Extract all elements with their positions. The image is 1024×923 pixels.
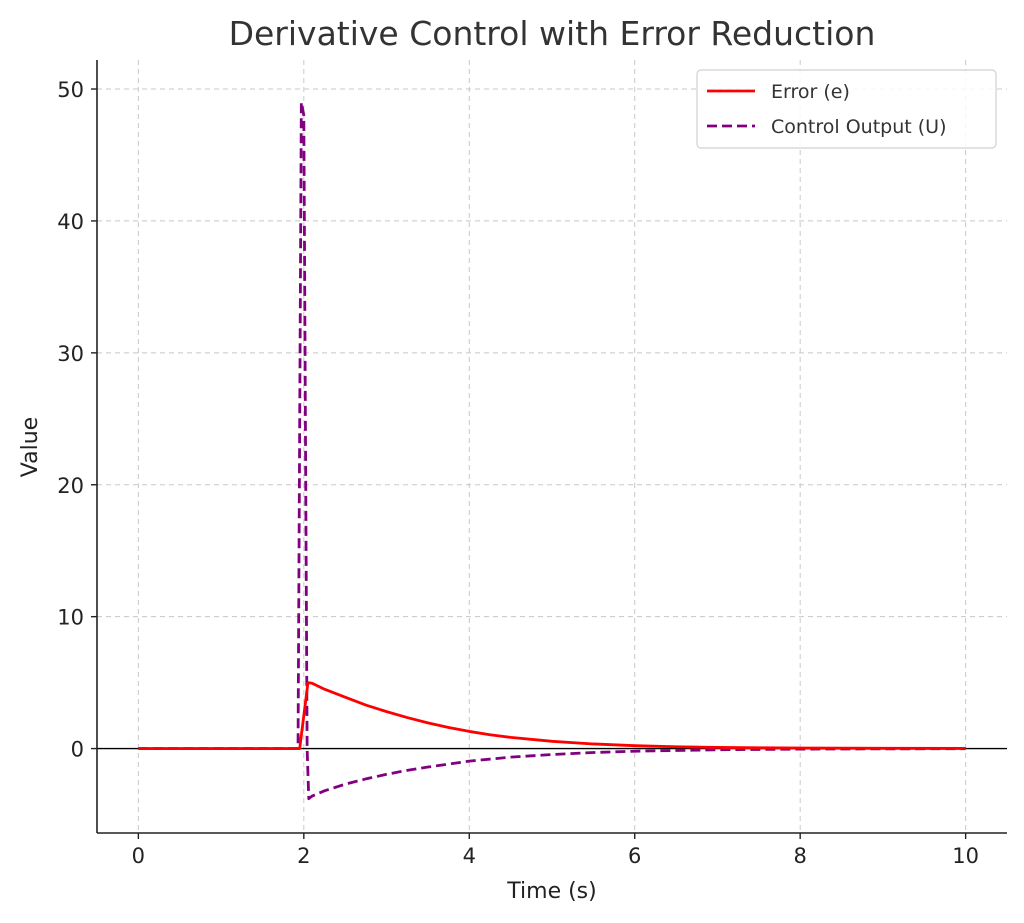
x-tick-label: 4 <box>463 844 476 868</box>
x-tick-label: 2 <box>297 844 310 868</box>
y-tick-label: 20 <box>57 474 84 498</box>
x-tick-label: 10 <box>952 844 979 868</box>
y-tick-label: 10 <box>57 606 84 630</box>
series-layer <box>138 100 966 801</box>
y-tick-label: 40 <box>57 210 84 234</box>
control-output-series-line <box>138 100 966 801</box>
grid-lines <box>97 60 1007 833</box>
error-series-line <box>138 681 966 750</box>
y-tick-label: 30 <box>57 342 84 366</box>
x-tick-label: 6 <box>628 844 641 868</box>
legend-label-error: Error (e) <box>771 81 850 103</box>
legend-label-control-output: Control Output (U) <box>771 116 947 138</box>
legend: Error (e) Control Output (U) <box>696 69 997 149</box>
x-tick-label: 0 <box>132 844 145 868</box>
legend-box <box>696 69 997 149</box>
x-axis-title: Time (s) <box>506 879 596 904</box>
y-tick-label: 50 <box>57 78 84 102</box>
x-axis-ticks: 0 2 4 6 8 10 <box>132 833 979 868</box>
y-axis-ticks: 0 10 20 30 40 50 <box>57 78 97 762</box>
x-tick-label: 8 <box>793 844 806 868</box>
axes <box>96 60 1007 834</box>
y-axis-title: Value <box>18 417 43 477</box>
y-tick-label: 0 <box>71 738 84 762</box>
chart-title: Derivative Control with Error Reduction <box>229 14 876 53</box>
